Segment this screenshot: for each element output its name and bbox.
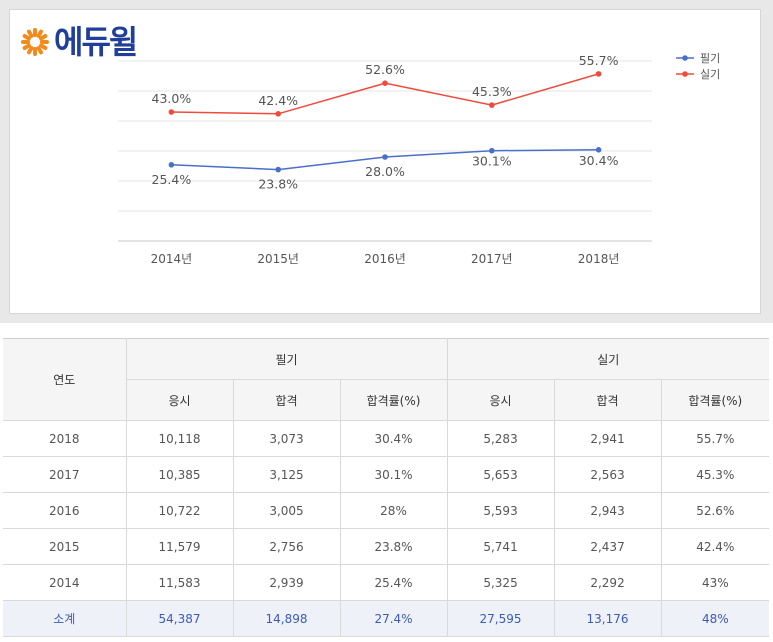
table-cell: 5,593 <box>446 492 555 529</box>
table-row: 2015 11,579 2,756 23.8% 5,741 2,437 42.4… <box>3 528 770 565</box>
data-label: 28.0% <box>365 164 405 179</box>
table-row: 2017 10,385 3,125 30.1% 5,653 2,563 45.3… <box>3 456 770 493</box>
data-point <box>275 166 282 173</box>
data-label: 23.8% <box>258 177 298 192</box>
data-point <box>595 71 602 77</box>
table-row: 2014 11,583 2,939 25.4% 5,325 2,292 43% <box>3 564 770 601</box>
table-cell: 11,583 <box>125 564 234 601</box>
legend-label: 필기 <box>700 52 720 65</box>
chart-frame <box>0 0 773 323</box>
total-cell: 14,898 <box>232 600 341 637</box>
total-cell: 13,176 <box>553 600 662 637</box>
logo-text: 에듀윌 <box>54 23 138 61</box>
table-cell: 2,756 <box>232 528 341 565</box>
subheader-cell: 합격 <box>232 379 341 421</box>
data-label: 55.7% <box>579 53 619 68</box>
total-cell: 27,595 <box>446 600 555 637</box>
table-cell: 10,385 <box>125 456 234 493</box>
total-cell: 소계 <box>3 600 127 637</box>
table-cell: 2016 <box>3 492 127 529</box>
table-cell: 55.7% <box>660 420 770 457</box>
data-label: 52.6% <box>365 62 405 77</box>
total-cell: 48% <box>660 600 770 637</box>
table-cell: 30.1% <box>339 456 448 493</box>
table-cell: 2014 <box>3 564 127 601</box>
data-label: 30.1% <box>472 154 512 169</box>
data-point <box>168 162 175 168</box>
data-label: 25.4% <box>152 172 192 187</box>
table-cell: 10,722 <box>125 492 234 529</box>
table-cell: 5,283 <box>446 420 555 457</box>
table-cell: 2017 <box>3 456 127 493</box>
table-cell: 42.4% <box>660 528 770 565</box>
table-cell: 2,437 <box>553 528 662 565</box>
table-cell: 52.6% <box>660 492 770 529</box>
eduwill-logo: 에듀윌 <box>20 22 138 62</box>
x-tick-label: 2017년 <box>471 252 513 266</box>
table-cell: 3,125 <box>232 456 341 493</box>
table-total-row: 소계 54,387 14,898 27.4% 27,595 13,176 48% <box>3 600 770 637</box>
table-cell: 5,741 <box>446 528 555 565</box>
table-cell: 3,005 <box>232 492 341 529</box>
table-cell: 5,325 <box>446 564 555 601</box>
table-cell: 10,118 <box>125 420 234 457</box>
table-cell: 45.3% <box>660 456 770 493</box>
table-cell: 5,653 <box>446 456 555 493</box>
data-point <box>275 111 282 117</box>
subheader-cell: 합격률(%) <box>339 379 448 421</box>
x-tick-label: 2014년 <box>151 252 193 266</box>
data-point <box>382 80 388 86</box>
line-chart: 2014년 2015년 2016년 2017년 2018년 25.4% 23.8% 28.0%… <box>118 52 720 266</box>
subheader-cell: 합격률(%) <box>660 379 770 421</box>
total-cell: 54,387 <box>125 600 234 637</box>
table-cell: 28% <box>339 492 448 529</box>
subheader-cell: 응시 <box>126 379 234 421</box>
legend-marker <box>682 71 688 77</box>
legend-label: 실기 <box>700 68 720 81</box>
header-written-group: 필기 <box>125 338 448 380</box>
data-label: 42.4% <box>258 93 298 108</box>
data-point <box>489 147 495 154</box>
data-label: 45.3% <box>472 84 512 99</box>
table-cell: 2015 <box>3 528 127 565</box>
table-cell: 2,939 <box>232 564 341 601</box>
data-label: 30.4% <box>579 153 619 168</box>
table-cell: 2,292 <box>553 564 662 601</box>
chart-panel <box>9 9 761 314</box>
subheader-cell: 응시 <box>446 379 555 421</box>
total-cell: 27.4% <box>339 600 448 637</box>
series-line-practical <box>171 73 599 115</box>
legend-marker <box>682 55 688 61</box>
data-label: 43.0% <box>152 91 192 106</box>
table-cell: 3,073 <box>232 420 341 457</box>
table-cell: 2,941 <box>553 420 662 457</box>
table-cell: 23.8% <box>339 528 448 565</box>
table-cell: 2018 <box>3 420 127 457</box>
x-tick-label: 2015년 <box>257 252 299 266</box>
data-point <box>168 109 175 115</box>
x-tick-label: 2018년 <box>578 252 620 266</box>
table-cell: 11,579 <box>125 528 234 565</box>
header-year: 연도 <box>3 338 127 421</box>
sun-icon <box>21 28 49 56</box>
table-cell: 43% <box>660 564 770 601</box>
pass-rate-table: 연도 필기 실기 응시 합격 합격률(%) 응시 합격 합격률(%) 2018 … <box>3 338 770 637</box>
data-point <box>489 102 495 108</box>
table-cell: 2,563 <box>553 456 662 493</box>
table-row: 2016 10,722 3,005 28% 5,593 2,943 52.6% <box>3 492 770 529</box>
data-point <box>595 147 602 153</box>
table-cell: 30.4% <box>339 420 448 457</box>
header-practical-group: 실기 <box>446 338 770 380</box>
data-point <box>382 154 388 160</box>
x-tick-label: 2016년 <box>364 252 406 266</box>
table-cell: 25.4% <box>339 564 448 601</box>
table-row: 2018 10,118 3,073 30.4% 5,283 2,941 55.7… <box>3 420 770 457</box>
table-cell: 2,943 <box>553 492 662 529</box>
table-header-row: 연도 필기 실기 <box>3 338 770 421</box>
subheader-cell: 합격 <box>553 379 662 421</box>
